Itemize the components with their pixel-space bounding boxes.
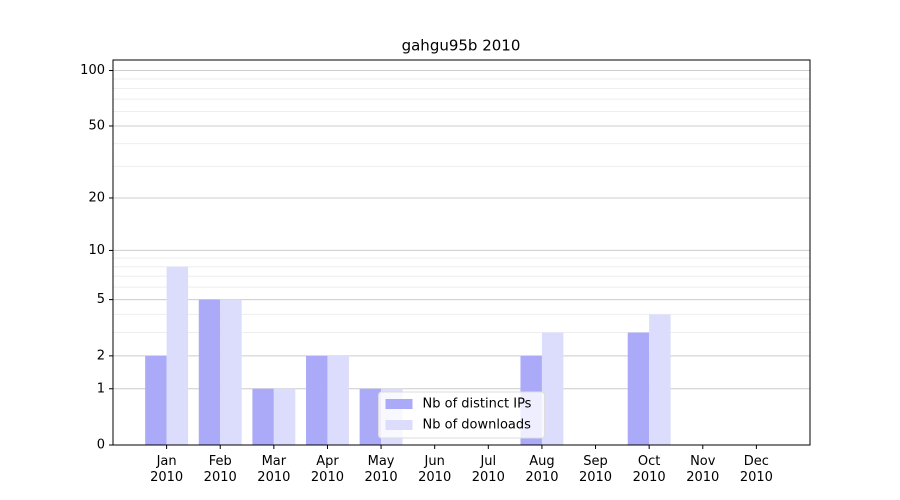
x-tick-label: Jun 2010 <box>418 454 452 485</box>
x-tick-label: Aug 2010 <box>525 454 559 485</box>
y-tick-label: 10 <box>88 243 105 258</box>
y-tick-label: 0 <box>97 438 105 453</box>
x-tick-label: Apr 2010 <box>310 454 344 485</box>
x-tick-label: Dec 2010 <box>739 454 773 485</box>
legend-label: Nb of distinct IPs <box>423 397 532 412</box>
y-tick-label: 1 <box>97 381 105 396</box>
bar <box>627 332 650 445</box>
bar <box>306 355 328 445</box>
y-tick-label: 5 <box>97 292 105 307</box>
bar <box>327 355 349 445</box>
legend-swatch <box>385 399 413 409</box>
legend-swatch <box>385 420 413 430</box>
x-tick-label: Oct 2010 <box>632 454 666 485</box>
x-tick-label: May 2010 <box>364 454 398 485</box>
legend: Nb of distinct IPs Nb of downloads <box>378 391 545 439</box>
bar <box>220 299 242 445</box>
bar <box>252 388 274 445</box>
x-tick-label: Jan 2010 <box>150 454 184 485</box>
bar <box>198 299 221 445</box>
bar <box>166 266 189 445</box>
bar <box>145 355 167 445</box>
chart-title: gahgu95b 2010 <box>402 37 521 55</box>
x-tick-label: Feb 2010 <box>203 454 237 485</box>
bar <box>359 388 382 445</box>
x-tick-label: Nov 2010 <box>686 454 720 485</box>
y-tick-label: 50 <box>88 118 105 133</box>
bar <box>649 314 671 445</box>
y-tick-label: 100 <box>80 63 105 78</box>
y-tick-label: 20 <box>88 190 105 205</box>
legend-box <box>378 391 545 439</box>
bar <box>541 332 564 445</box>
bar <box>273 388 296 445</box>
x-tick-label: Sep 2010 <box>578 454 613 485</box>
x-tick-label: Jul 2010 <box>471 454 505 485</box>
x-tick-label: Mar 2010 <box>257 454 291 485</box>
plot-frame <box>112 59 811 446</box>
legend-label: Nb of downloads <box>423 418 532 433</box>
y-tick-label: 2 <box>97 348 105 363</box>
